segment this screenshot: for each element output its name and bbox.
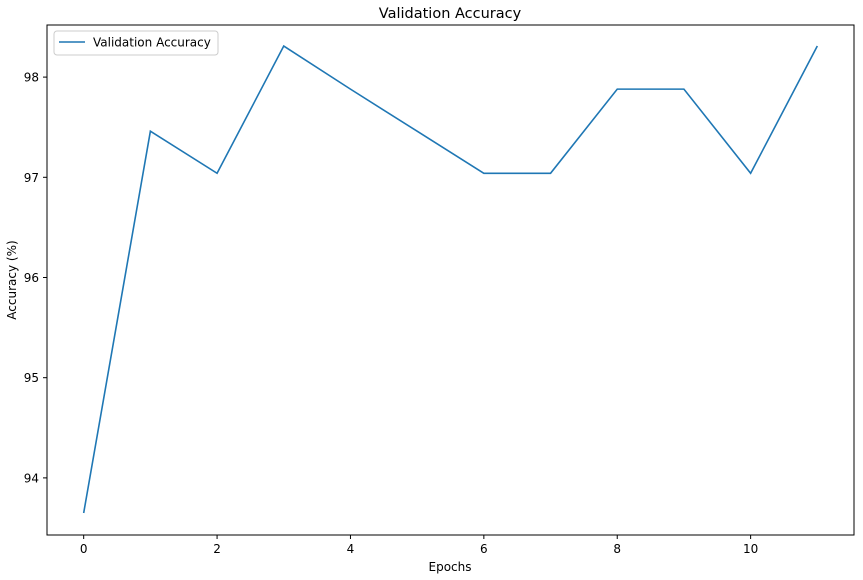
plot-frame — [46, 24, 855, 536]
x-axis-title: Epochs — [429, 560, 472, 574]
y-tick-label: 98 — [24, 71, 39, 85]
x-axis: 0 2 4 6 8 10 — [80, 535, 758, 556]
legend-label: Validation Accuracy — [93, 36, 211, 50]
x-tick-label: 2 — [213, 542, 221, 556]
legend-box — [53, 30, 219, 56]
x-tick-label: 10 — [743, 542, 758, 556]
x-tick-label: 8 — [613, 542, 621, 556]
x-tick-label: 0 — [80, 542, 88, 556]
plot-area — [47, 25, 854, 535]
y-tick-label: 95 — [24, 371, 39, 385]
y-axis-title: Accuracy (%) — [5, 240, 19, 319]
series-layer — [82, 44, 819, 514]
y-tick-label: 97 — [24, 171, 39, 185]
x-tick-label: 4 — [347, 542, 355, 556]
series-line-1 — [82, 44, 819, 514]
y-tick-label: 94 — [24, 471, 39, 485]
y-tick-label: 96 — [24, 271, 39, 285]
legend: Validation Accuracy — [53, 30, 219, 56]
chart-title: Validation Accuracy — [379, 6, 522, 22]
y-axis: 94 95 96 97 98 — [24, 71, 47, 485]
x-tick-label: 6 — [480, 542, 488, 556]
